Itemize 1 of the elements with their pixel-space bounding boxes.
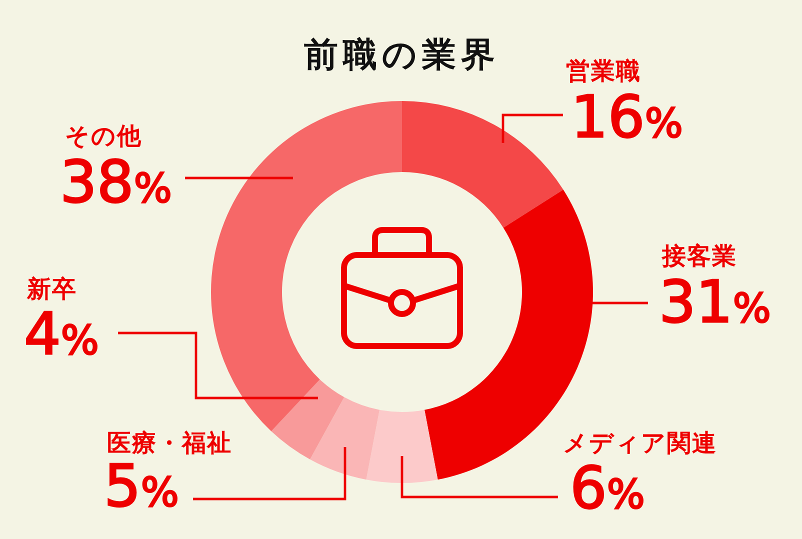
title: 前職の業界 (304, 35, 500, 75)
